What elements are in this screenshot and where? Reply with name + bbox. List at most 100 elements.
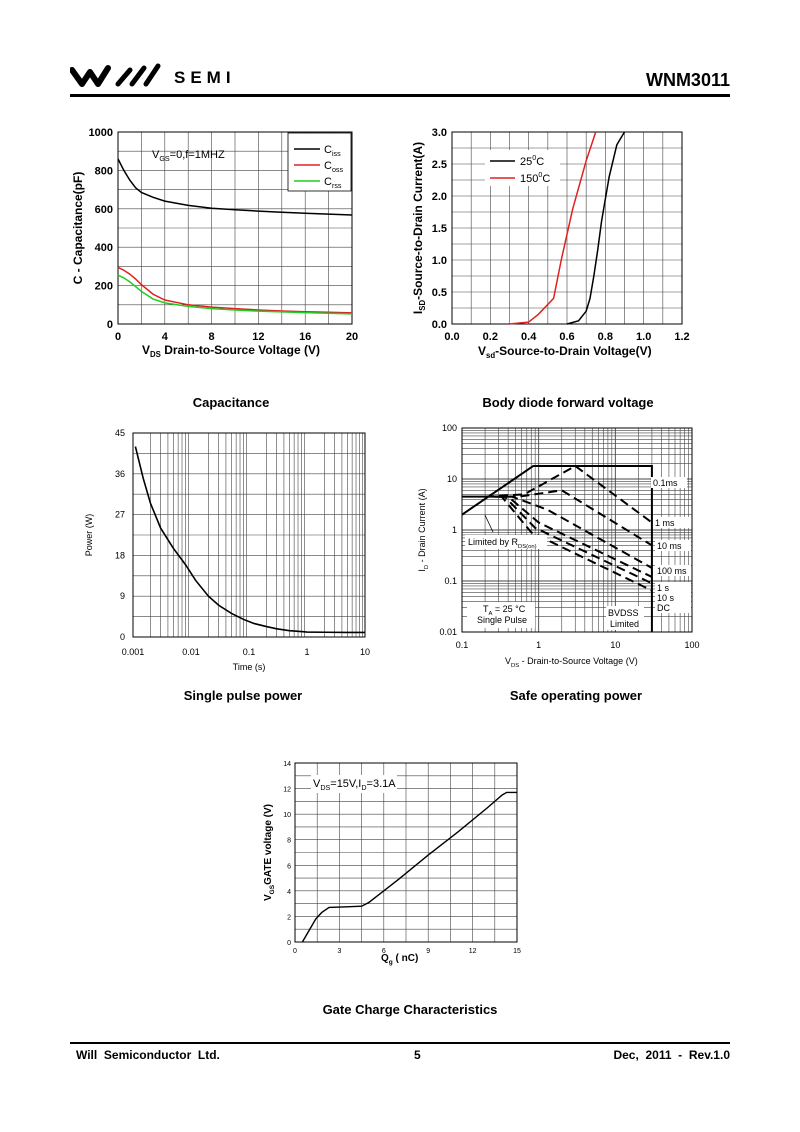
series-line-crss [117,274,353,315]
y-tick-label: 27 [115,510,125,520]
footer-date: Dec, 2011 - Rev.1.0 [613,1048,730,1062]
legend-label: 1500C [520,171,550,185]
single-pulse-power-chart: 0.001 0.01 0.1 1 10 0 9 18 27 36 45 Time (s) Power (… [84,428,370,672]
series-line-25c [566,131,626,325]
y-tick-label: 9 [120,591,125,601]
y-tick-label: 1.5 [432,223,447,235]
soa-label: DC [657,603,670,613]
y-tick-label: 800 [95,165,113,177]
x-axis-label: VDS Drain-to-Source Voltage (V) [142,343,320,359]
x-axis-label: Qg ( nC) [381,953,418,966]
header: SEMI WNM3011 [70,60,730,96]
y-tick-label: 0.1 [444,576,457,586]
annotation-bg [606,606,644,630]
x-tick-label: 12 [469,948,477,955]
series-line-150c [509,131,597,325]
x-tick-label: 0.1 [456,640,469,650]
y-tick-label: 1000 [89,127,113,139]
legend-label: Ciss [324,144,341,158]
plot-frame [461,427,693,633]
x-tick-label: 1.2 [674,331,689,343]
bvdss-limited-annotation: Limited [610,619,639,629]
body-diode-caption: Body diode forward voltage [482,395,654,410]
y-tick-label: 1.0 [432,255,447,267]
x-axis-label: Time (s) [233,662,266,672]
soa-label: 1 s [657,583,670,593]
soa-line-1-ms [485,464,653,524]
y-axis-label: Power (W) [84,514,94,557]
y-tick-label: 2.5 [432,159,447,171]
conditions-annotation: VGS=0,f=1MHZ [152,149,225,163]
annotation-bg [467,602,535,628]
series-line-coss [117,266,353,314]
single-pulse-annotation: Single Pulse [477,615,527,625]
x-tick-label: 12 [252,331,264,343]
x-tick-label: 20 [346,331,358,343]
soa-label: 10 ms [657,541,682,551]
soa-line-0-1ms [461,464,653,632]
y-axis-label: VGSGATE voltage (V) [263,804,276,901]
x-tick-label: 15 [513,948,521,955]
soa-label-bg [655,565,691,576]
safe-operating-area-chart: 0.1 1 10 100 0.01 0.1 1 10 100 0.1ms 1 ms 10 ms 100 … [417,423,700,669]
footer-company: Will Semiconductor Ltd. [76,1048,220,1062]
x-tick-label: 0.2 [483,331,498,343]
x-tick-label: 0.1 [243,647,256,657]
y-tick-label: 0 [107,319,113,331]
soa-label-bg [655,582,691,593]
y-tick-label: 36 [115,469,125,479]
capacitance-chart: 0 4 8 12 16 2002004006008001000CissCossCrssVG… [71,127,358,359]
series-line-vgs [301,791,517,943]
y-tick-label: 0.0 [432,319,447,331]
y-tick-label: 0 [287,940,291,947]
soa-label: 100 ms [657,566,687,576]
conditions-annotation: VDS=15V,ID=3.1A [313,778,396,792]
safe-operating-area-caption: Safe operating power [509,688,643,703]
soa-label-bg [651,477,687,488]
y-tick-label: 45 [115,428,125,438]
will-logo-icon [70,63,161,87]
y-tick-label: 2.0 [432,191,447,203]
y-tick-label: 6 [287,863,291,870]
ta-annotation: TA = 25 °C [483,604,526,617]
x-tick-label: 16 [299,331,311,343]
y-tick-label: 200 [95,281,113,293]
y-tick-label: 0.5 [432,287,447,299]
legend-label: Crss [324,176,342,190]
x-tick-label: 0 [115,331,121,343]
single-pulse-power-caption: Single pulse power [183,688,303,703]
soa-label-bg [655,592,691,603]
x-axis-label: VDS - Drain-to-Source Voltage (V) [505,656,638,669]
bvdss-annotation: BVDSS [608,608,639,618]
x-tick-label: 3 [337,948,341,955]
y-tick-label: 14 [283,761,291,768]
y-tick-label: 10 [283,812,291,819]
x-tick-label: 0.0 [444,331,459,343]
x-tick-label: 6 [382,948,386,955]
limited-by-annotation: Limited by RDS(on) [468,537,537,550]
x-tick-label: 0 [293,948,297,955]
plot-frame [117,131,353,325]
y-tick-label: 18 [115,550,125,560]
annotation-arrow [484,514,494,533]
series-line-ciss [117,158,353,216]
y-tick-label: 4 [287,889,291,896]
x-tick-label: 1 [536,640,541,650]
y-tick-label: 100 [442,423,457,433]
y-tick-label: 3.0 [432,127,447,139]
y-tick-label: 400 [95,242,113,254]
x-tick-label: 10 [360,647,370,657]
soa-label-bg [655,602,691,613]
footer-rule [70,1042,730,1044]
x-tick-label: 0.6 [559,331,574,343]
soa-label: 10 s [657,593,675,603]
x-tick-label: 9 [426,948,430,955]
y-tick-label: 12 [283,787,291,794]
gate-charge-caption: Gate Charge Characteristics [322,1002,498,1017]
part-number: WNM3011 [645,70,730,90]
x-tick-label: 0.8 [598,331,613,343]
plot-frame [132,432,366,638]
x-tick-label: 1 [304,647,309,657]
footer-page: 5 [414,1048,421,1062]
x-axis-label: Vsd-Source-to-Drain Voltage(V) [478,344,652,360]
